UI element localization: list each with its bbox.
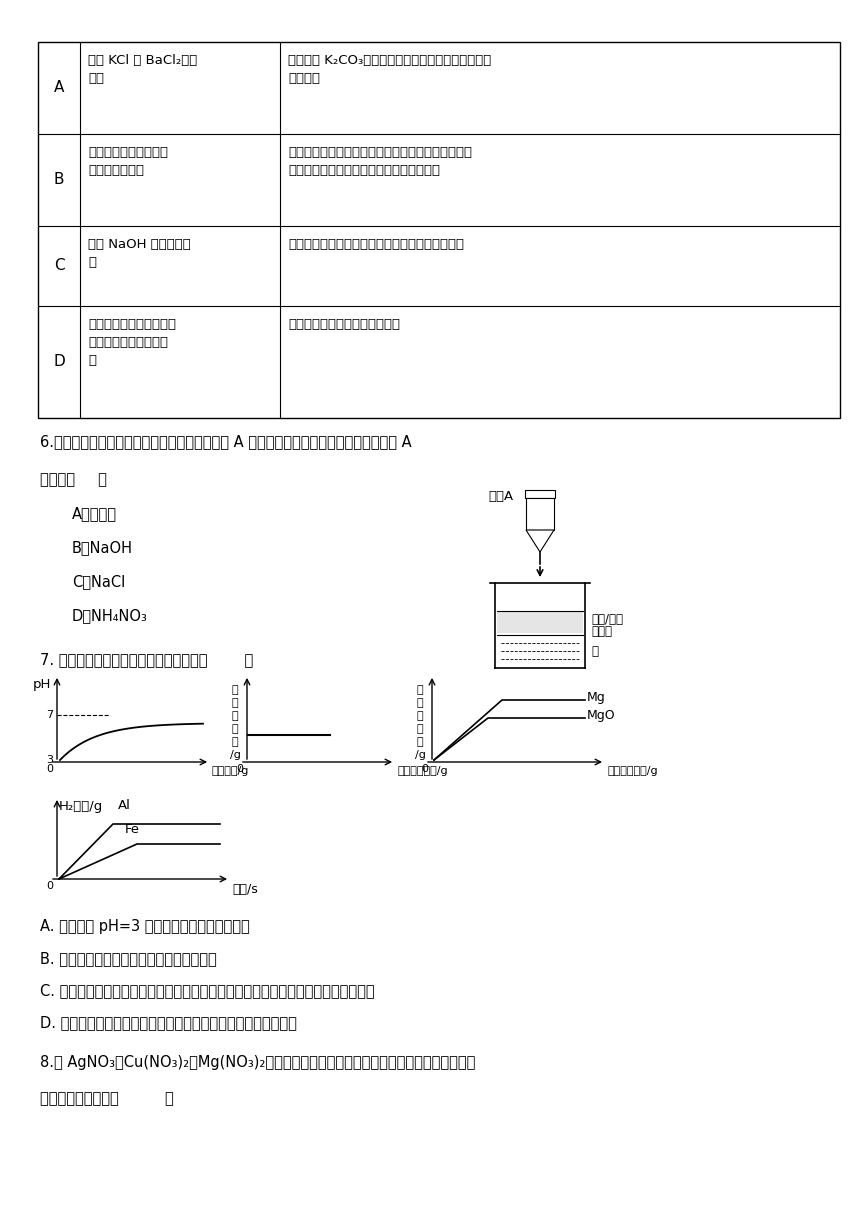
Text: 量稀盐酸: 量稀盐酸 xyxy=(288,72,320,85)
Text: 水: 水 xyxy=(591,644,598,658)
Bar xyxy=(526,499,554,530)
Text: /g: /g xyxy=(230,750,241,760)
Text: MgO: MgO xyxy=(587,709,616,722)
Text: 的: 的 xyxy=(231,711,238,721)
Text: Al: Al xyxy=(118,799,131,812)
Text: 3: 3 xyxy=(46,755,53,765)
Text: 稀盐酸的质量/g: 稀盐酸的质量/g xyxy=(607,766,658,776)
Text: 量: 量 xyxy=(417,737,423,747)
Text: 生石灰的质量/g: 生石灰的质量/g xyxy=(397,766,447,776)
Text: 7. 下列图象能正确反映其对应关系的是（        ）: 7. 下列图象能正确反映其对应关系的是（ ） xyxy=(40,652,253,668)
Text: 0: 0 xyxy=(236,764,243,775)
Text: 取样加水后滴加足量稀盐酸，观察是否有气泡冒出: 取样加水后滴加足量稀盐酸，观察是否有气泡冒出 xyxy=(288,238,464,250)
Text: C. 向盛有相同质量的镁和氧化镁的烧杯中分别加入相同溶质质量分数的稀盐酸至过量: C. 向盛有相同质量的镁和氧化镁的烧杯中分别加入相同溶质质量分数的稀盐酸至过量 xyxy=(40,983,375,998)
Text: 0: 0 xyxy=(421,764,428,775)
Text: B．NaOH: B．NaOH xyxy=(72,540,133,554)
Polygon shape xyxy=(526,530,554,552)
Bar xyxy=(38,43,840,418)
Text: 质: 质 xyxy=(231,698,238,708)
Text: C．NaCl: C．NaCl xyxy=(72,574,126,589)
Text: 化: 化 xyxy=(417,698,423,708)
Text: A. 向一定量 pH=3 的硫酸溶液中不断加水稀释: A. 向一定量 pH=3 的硫酸溶液中不断加水稀释 xyxy=(40,919,249,934)
Text: 石灰水: 石灰水 xyxy=(591,625,612,638)
Text: 碳酸钙、氯化钠四种固: 碳酸钙、氯化钠四种固 xyxy=(88,336,168,349)
Text: B: B xyxy=(53,173,64,187)
Text: 饱和/澄清: 饱和/澄清 xyxy=(591,613,623,626)
Text: 溶: 溶 xyxy=(231,685,238,696)
Text: D: D xyxy=(53,355,64,370)
Text: 质: 质 xyxy=(231,724,238,734)
Text: 8.向 AgNO₃、Cu(NO₃)₂、Mg(NO₃)₂的混合溶液中加入一定量的锌粉，充分反应后过滤。下: 8.向 AgNO₃、Cu(NO₃)₂、Mg(NO₃)₂的混合溶液中加入一定量的锌… xyxy=(40,1055,476,1070)
Text: 分别取样，加足量水，观察现象: 分别取样，加足量水，观察现象 xyxy=(288,319,400,331)
Text: 量: 量 xyxy=(231,737,238,747)
Text: 蒸气和二氧化碳: 蒸气和二氧化碳 xyxy=(88,164,144,178)
Text: C: C xyxy=(53,259,64,274)
Text: 体: 体 xyxy=(88,354,96,367)
Text: D．NH₄NO₃: D．NH₄NO₃ xyxy=(72,608,148,623)
Text: 质: 质 xyxy=(417,724,423,734)
Text: D. 等质量的铁片、铝片分别与足量且质量分数相同的稀硫酸反应: D. 等质量的铁片、铝片分别与足量且质量分数相同的稀硫酸反应 xyxy=(40,1015,297,1030)
Text: 时间/s: 时间/s xyxy=(232,883,258,896)
Text: 变蓝色）、浓硫酸、石灰水、氢氧化钠溶液: 变蓝色）、浓硫酸、石灰水、氢氧化钠溶液 xyxy=(288,164,440,178)
Text: A．稀硫酸: A．稀硫酸 xyxy=(72,506,117,520)
Text: H₂质量/g: H₂质量/g xyxy=(59,800,103,814)
Text: 镁: 镁 xyxy=(417,711,423,721)
Text: pH: pH xyxy=(33,679,51,691)
Text: 加入过量 K₂CO₃溶液，过滤，洗涤，再向滤渣中加适: 加入过量 K₂CO₃溶液，过滤，洗涤，再向滤渣中加适 xyxy=(288,54,491,67)
Text: 质: 质 xyxy=(88,257,96,269)
Text: 检验 NaOH 是否完全变: 检验 NaOH 是否完全变 xyxy=(88,238,191,250)
Text: 可能为（     ）: 可能为（ ） xyxy=(40,472,107,486)
Text: 列判断不正确的是（          ）: 列判断不正确的是（ ） xyxy=(40,1091,174,1107)
Text: Mg: Mg xyxy=(587,692,605,704)
Text: 7: 7 xyxy=(46,710,53,720)
Text: 验证并除去氧气中的水: 验证并除去氧气中的水 xyxy=(88,146,168,159)
Text: 0: 0 xyxy=(46,764,53,775)
Text: A: A xyxy=(54,80,64,96)
Text: 鉴别氢氧化钠、硝酸铵、: 鉴别氢氧化钠、硝酸铵、 xyxy=(88,319,176,331)
Text: 分离 KCl 和 BaCl₂混合: 分离 KCl 和 BaCl₂混合 xyxy=(88,54,197,67)
Text: 溶液: 溶液 xyxy=(88,72,104,85)
Bar xyxy=(497,610,583,634)
Bar xyxy=(525,490,555,499)
Text: /g: /g xyxy=(415,750,426,760)
Text: 将混合气体依次通过足量的无水硫酸铜（遇水由白色: 将混合气体依次通过足量的无水硫酸铜（遇水由白色 xyxy=(288,146,472,159)
Text: 6.用下图实验研究物质的溶解，烧杯中加入试剂 A 后，观察到试管中液体变浑浊，则试剂 A: 6.用下图实验研究物质的溶解，烧杯中加入试剂 A 后，观察到试管中液体变浑浊，则… xyxy=(40,434,412,449)
Text: 水的质量/g: 水的质量/g xyxy=(212,766,249,776)
Text: B. 向一定量的饱和石灰水中不断加入生石灰: B. 向一定量的饱和石灰水中不断加入生石灰 xyxy=(40,951,217,966)
Text: Fe: Fe xyxy=(125,823,140,837)
Text: 氯: 氯 xyxy=(417,685,423,696)
Text: 0: 0 xyxy=(46,882,53,891)
Text: 试剂A: 试剂A xyxy=(488,490,513,502)
